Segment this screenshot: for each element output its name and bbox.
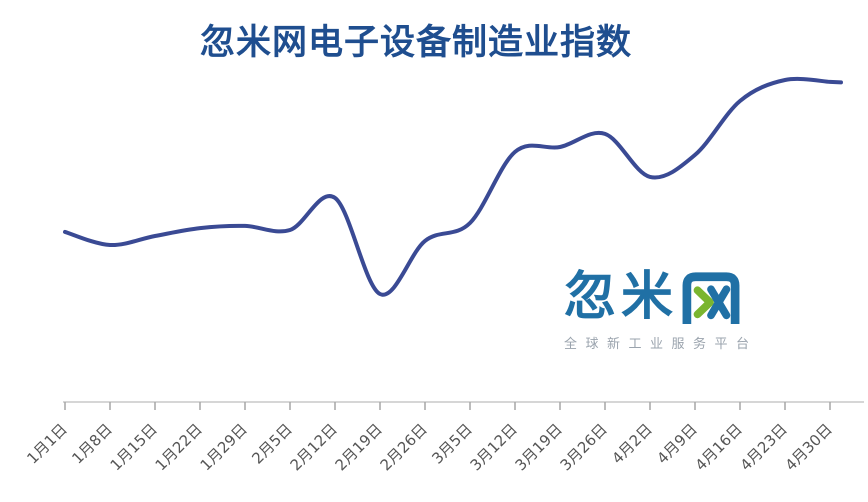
x-axis-label: 1月1日 — [23, 420, 70, 467]
x-axis-label: 3月12日 — [467, 420, 521, 474]
x-axis-label: 2月12日 — [287, 420, 341, 474]
x-axis-label: 3月26日 — [557, 420, 611, 474]
logo-text: 忽米 — [564, 267, 679, 327]
chart-title: 忽米网电子设备制造业指数 — [199, 23, 632, 63]
x-axis-label: 1月15日 — [107, 420, 161, 474]
x-axis-label: 4月23日 — [737, 420, 791, 474]
x-axis-label: 1月22日 — [152, 420, 206, 474]
x-axis-label: 2月19日 — [332, 420, 386, 474]
humi-logo: 忽米 全球新工业服务平台 — [564, 270, 779, 352]
x-axis-label: 4月2日 — [608, 420, 655, 467]
logo-net-glyph-icon — [682, 272, 740, 324]
x-axis-label: 2月26日 — [377, 420, 431, 474]
logo-x-stroke-icon — [707, 285, 731, 320]
x-axis-label: 4月16日 — [692, 420, 746, 474]
x-axis-label: 3月19日 — [512, 420, 566, 474]
index-line-series — [63, 76, 843, 297]
logo-green-chevron-icon — [693, 286, 714, 319]
x-axis-label: 1月29日 — [197, 420, 251, 474]
logo-wordmark: 忽米 — [564, 270, 779, 324]
logo-tagline: 全球新工业服务平台 — [564, 337, 758, 352]
x-axis-label: 4月30日 — [782, 420, 836, 474]
